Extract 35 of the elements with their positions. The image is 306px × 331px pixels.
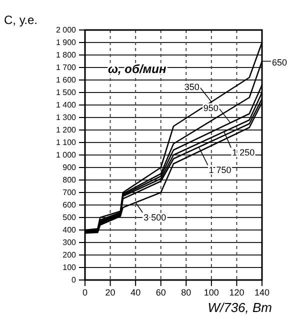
series-label: 350 [184,82,200,92]
x-tick-label: 100 [204,287,219,298]
y-tick-label: 800 [62,176,77,185]
y-tick-label: 1 700 [56,63,77,72]
x-axis-title: W/736, Вт [208,300,272,315]
y-tick-label: 1 600 [56,76,77,85]
y-tick-label: 700 [62,188,77,198]
y-tick-label: 1 000 [56,150,77,160]
y-tick-label: 1 100 [56,138,77,148]
y-tick-label: 900 [62,163,77,172]
x-tick-label: 40 [130,287,141,298]
y-tick-label: 1 200 [56,126,77,135]
x-tick-label: 20 [105,287,116,298]
y-tick-label: 400 [62,226,77,235]
y-tick-label: 0 [72,276,77,285]
y-tick-label: 1 800 [56,50,77,60]
y-tick-label: 600 [62,200,77,210]
x-tick-label: 140 [254,287,270,298]
x-tick-label: 120 [229,287,244,298]
y-tick-label: 1 300 [56,113,77,122]
x-tick-label: 0 [82,287,88,298]
y-tick-label: 1 400 [56,100,77,110]
y-tick-label: 1 500 [56,88,77,98]
series-label: 650 [272,57,288,68]
x-tick-label: 60 [156,287,166,298]
y-tick-label: 300 [62,238,77,248]
y-tick-label: 2 000 [56,26,77,35]
y-tick-label: 500 [62,213,77,222]
y-tick-label: 200 [62,250,77,260]
legend-label: 1 750 [208,165,232,176]
legend-label: 950 [203,102,218,113]
y-tick-label: 1 900 [56,38,77,48]
y-axis-title: C, у.е. [4,13,38,27]
y-tick-label: 100 [62,263,77,272]
x-tick-label: 80 [181,287,192,298]
